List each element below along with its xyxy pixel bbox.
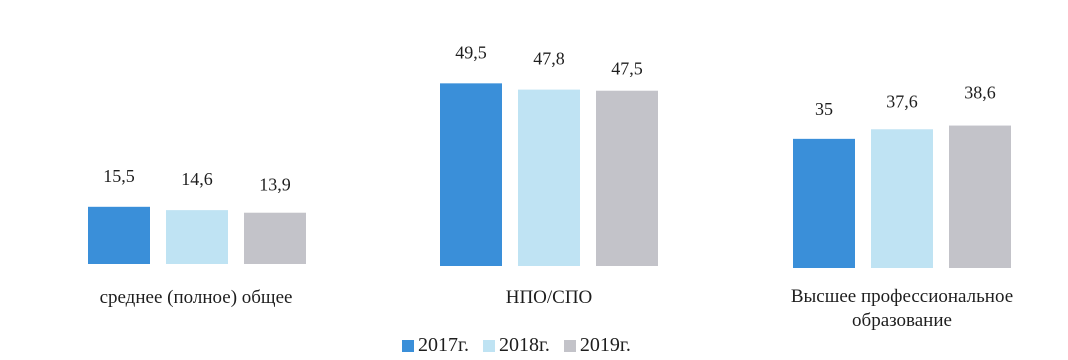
category-label-0-line-0: среднее (полное) общее xyxy=(100,287,293,308)
legend-item-2019: 2019г. xyxy=(563,334,631,357)
bar-2017-group-0 xyxy=(88,206,150,264)
data-label-2018-group-1: 47,8 xyxy=(533,49,565,69)
bar-2018-group-2 xyxy=(871,129,933,268)
category-label-2-line-1: образование xyxy=(852,310,952,331)
legend-item-2017: 2017г. xyxy=(402,334,469,357)
legend-label-2019: 2019г. xyxy=(579,334,631,356)
data-label-2017-group-2: 35 xyxy=(815,99,833,119)
category-label-2-line-0: Высшее профессиональное xyxy=(791,286,1013,307)
data-label-2017-group-0: 15,5 xyxy=(103,166,135,186)
legend: 2017г. 2018г. 2019г. xyxy=(402,334,645,357)
bar-2019-group-1 xyxy=(596,90,658,266)
legend-label-2018: 2018г. xyxy=(498,334,550,356)
legend-swatch-2019 xyxy=(563,339,576,352)
bar-2019-group-2 xyxy=(949,125,1011,268)
data-label-2019-group-0: 13,9 xyxy=(259,175,291,195)
bar-2019-group-0 xyxy=(244,212,306,264)
data-label-2017-group-1: 49,5 xyxy=(455,42,487,62)
legend-swatch-2017 xyxy=(402,339,414,352)
category-label-1-line-0: НПО/СПО xyxy=(506,287,593,308)
legend-item-2018: 2018г. xyxy=(482,334,550,357)
legend-label-2017: 2017г. xyxy=(418,334,469,356)
data-label-2018-group-0: 14,6 xyxy=(181,169,213,189)
bar-2018-group-1 xyxy=(518,89,580,266)
data-label-2019-group-1: 47,5 xyxy=(611,59,643,79)
bar-2017-group-2 xyxy=(793,138,855,268)
bar-2017-group-1 xyxy=(440,83,502,266)
legend-swatch-2018 xyxy=(482,339,495,352)
bar-2018-group-0 xyxy=(166,210,228,264)
data-label-2019-group-2: 38,6 xyxy=(964,83,996,103)
data-label-2018-group-2: 37,6 xyxy=(886,91,918,111)
